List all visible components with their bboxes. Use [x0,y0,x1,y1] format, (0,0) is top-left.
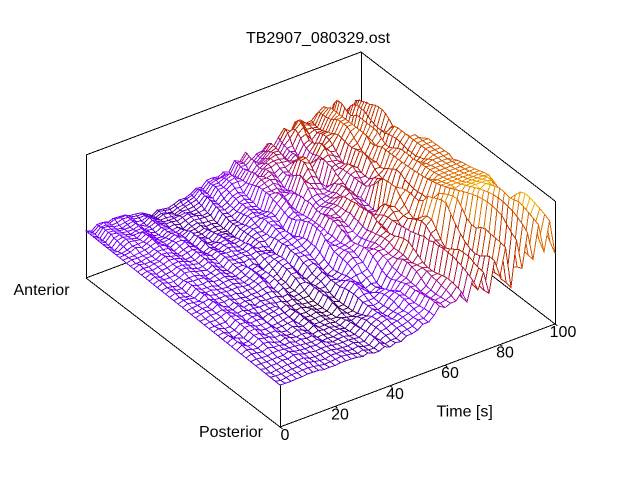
svg-text:40: 40 [386,386,404,403]
svg-text:Anterior: Anterior [14,282,71,299]
svg-text:Time [s]: Time [s] [437,404,493,421]
svg-text:100: 100 [550,324,577,341]
svg-text:80: 80 [496,345,514,362]
svg-text:0: 0 [281,427,290,444]
svg-text:Posterior: Posterior [199,424,264,441]
svg-text:TB2907_080329.ost: TB2907_080329.ost [246,30,391,47]
svg-text:60: 60 [441,365,459,382]
svg-text:20: 20 [331,406,349,423]
